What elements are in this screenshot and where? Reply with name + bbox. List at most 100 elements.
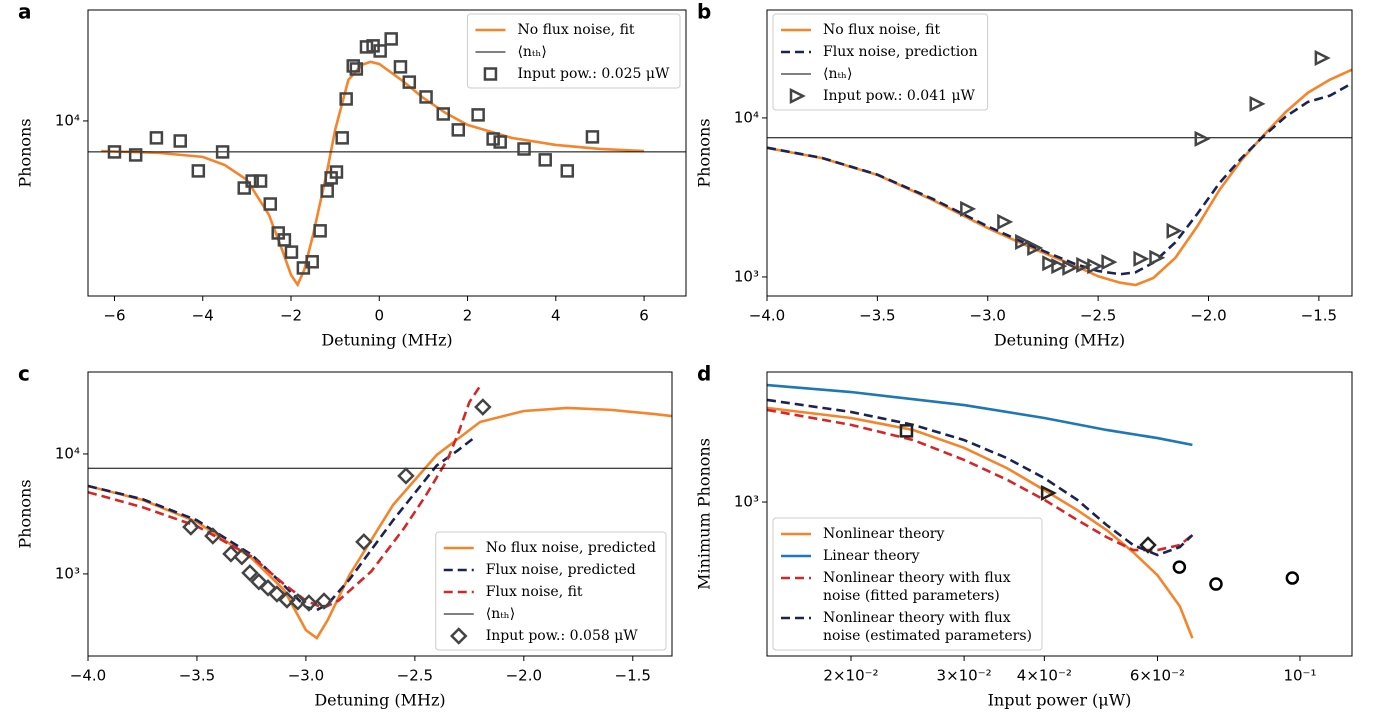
x-tick-label: −2.5 xyxy=(397,667,433,685)
x-tick-label: 6×10⁻² xyxy=(1130,667,1185,685)
data-point xyxy=(233,548,251,566)
legend-box xyxy=(466,13,681,89)
legend-label: ⟨nₜₕ⟩ xyxy=(823,66,852,82)
data-point xyxy=(289,593,307,611)
data-point xyxy=(1209,577,1223,591)
legend-handle xyxy=(789,87,806,105)
data-point xyxy=(1172,560,1187,574)
legend-label: No flux noise, predicted xyxy=(486,540,656,556)
data-point xyxy=(486,132,500,146)
data-point xyxy=(349,62,364,76)
data-point xyxy=(355,533,373,551)
x-tick-label: −1.5 xyxy=(1301,307,1337,325)
data-point xyxy=(1076,256,1093,273)
x-tick-label: 3×10⁻² xyxy=(937,667,992,685)
data-point xyxy=(278,591,296,609)
panel-label: c xyxy=(18,362,30,386)
panel-label: b xyxy=(697,0,711,24)
legend-handle xyxy=(483,67,498,81)
data-point xyxy=(1062,259,1079,276)
axes-frame xyxy=(766,9,1353,297)
series-line xyxy=(767,406,1194,639)
legend: No flux noise, predicted Flux noise, pred… xyxy=(435,531,667,651)
data-point xyxy=(960,200,977,217)
x-tick-label: −6 xyxy=(103,307,125,325)
series-line xyxy=(767,408,1194,552)
plot-area xyxy=(767,49,1352,287)
data-point xyxy=(263,197,278,211)
data-point xyxy=(1166,222,1183,239)
data-point xyxy=(335,131,349,145)
legend-label: Flux noise, prediction xyxy=(823,44,978,60)
data-point xyxy=(215,145,230,159)
legend-label: Input pow.: 0.041 μW xyxy=(823,88,976,104)
legend-label: ⟨nₜₕ⟩ xyxy=(486,606,515,622)
data-point xyxy=(1087,258,1104,275)
y-tick-label: 10⁴ xyxy=(55,444,80,462)
data-point xyxy=(997,213,1014,230)
x-tick-label: 10⁻¹ xyxy=(1283,667,1316,685)
data-point xyxy=(1149,249,1166,266)
data-point xyxy=(1139,536,1157,554)
data-point xyxy=(329,165,344,179)
legend-box xyxy=(772,517,1043,651)
legend-label: No flux noise, fit xyxy=(823,22,940,38)
data-point xyxy=(436,107,451,121)
y-tick-label: 10⁴ xyxy=(734,108,759,126)
data-point xyxy=(315,592,333,610)
series-line xyxy=(88,435,477,612)
x-axis-label: Detuning (MHz) xyxy=(994,331,1125,350)
x-tick-label: −2.0 xyxy=(506,667,542,685)
x-tick-label: −2.0 xyxy=(1190,307,1226,325)
data-point xyxy=(320,184,334,198)
legend-label: Nonlinear theory xyxy=(823,526,944,542)
y-tick-label: 10³ xyxy=(734,267,759,285)
x-tick-label: −3.5 xyxy=(179,667,215,685)
x-axis-label: Detuning (MHz) xyxy=(321,331,452,350)
y-axis-label: Minimum Phonons xyxy=(695,438,714,590)
legend-label: ⟨nₜₕ⟩ xyxy=(517,44,546,60)
x-tick-label: −2 xyxy=(280,307,302,325)
y-axis-label: Phonons xyxy=(16,118,35,187)
x-tick-label: 4×10⁻² xyxy=(1017,667,1072,685)
x-tick-label: −1.5 xyxy=(615,667,651,685)
x-tick-label: 4 xyxy=(551,307,561,325)
data-point xyxy=(899,424,914,438)
data-point xyxy=(517,142,531,156)
data-point xyxy=(493,135,507,149)
y-tick-label: 10³ xyxy=(734,493,759,511)
legend-box xyxy=(772,13,989,111)
plot-area xyxy=(767,383,1300,639)
series-line xyxy=(767,82,1352,276)
y-axis-label: Phonons xyxy=(16,479,35,548)
data-point xyxy=(402,75,417,89)
data-point xyxy=(237,181,251,195)
data-point xyxy=(1101,254,1118,271)
data-point xyxy=(471,108,485,122)
data-point xyxy=(241,564,259,582)
x-tick-label: −3.0 xyxy=(970,307,1006,325)
panel-label: a xyxy=(18,0,32,24)
x-tick-label: −3.0 xyxy=(288,667,324,685)
x-tick-label: −2.5 xyxy=(1080,307,1116,325)
x-tick-label: −4.0 xyxy=(749,307,785,325)
data-point xyxy=(1051,258,1068,275)
legend-handle xyxy=(449,627,468,645)
data-point xyxy=(384,32,398,46)
legend-label: No flux noise, fit xyxy=(517,22,634,38)
legend: Nonlinear theory Linear theory Nonlinear t… xyxy=(772,517,1043,651)
axes-frame xyxy=(87,9,687,297)
plot-area xyxy=(88,32,686,288)
data-point xyxy=(191,164,206,178)
data-point xyxy=(474,398,492,416)
series-line xyxy=(88,385,482,610)
legend-label: Input pow.: 0.025 μW xyxy=(517,66,670,82)
plot-area xyxy=(88,385,672,640)
y-tick-label: 10⁴ xyxy=(55,111,80,129)
data-point xyxy=(259,579,277,597)
x-tick-label: −4 xyxy=(192,307,214,325)
data-point xyxy=(268,585,286,603)
legend-label: Flux noise, predicted xyxy=(486,562,636,578)
data-point xyxy=(419,90,433,104)
